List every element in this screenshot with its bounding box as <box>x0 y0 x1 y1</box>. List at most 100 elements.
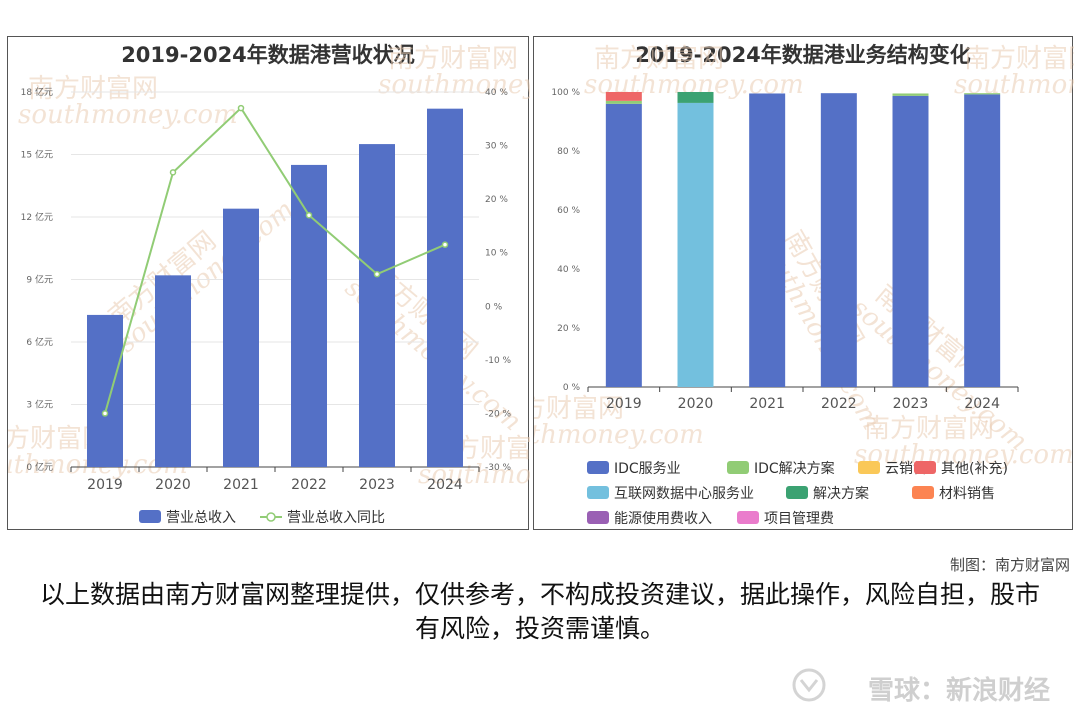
legend-label: 解决方案 <box>813 485 869 502</box>
legend-swatch <box>587 511 609 524</box>
x-tick-label: 2024 <box>964 396 1000 412</box>
x-tick-label: 2024 <box>427 477 463 493</box>
revenue-chart-panel: 2019-2024年数据港营收状况 南方财富网southmoney.com南方财… <box>7 36 530 530</box>
y-left-tick-label: 9 亿元 <box>26 274 53 286</box>
revenue-bar <box>359 144 395 467</box>
legend-label: IDC服务业 <box>614 461 681 477</box>
y-left-tick-label: 15 亿元 <box>21 149 53 161</box>
legend-swatch-yoy-point <box>266 512 276 522</box>
watermark-cn: 南方财富网 <box>28 74 158 104</box>
y-tick-label: 100 % <box>551 88 580 98</box>
x-tick-label: 2020 <box>678 396 714 412</box>
y-tick-label: 40 % <box>557 265 580 275</box>
legend-swatch <box>786 486 808 499</box>
structure-chart-panel: 2019-2024年数据港业务结构变化 南方财富网southmoney.com南… <box>533 36 1074 530</box>
watermark-cn: 南方财富网 <box>864 414 994 444</box>
revenue-bar <box>87 314 123 467</box>
stack-segment <box>605 92 642 101</box>
y-right-tick-label: -10 % <box>485 356 512 366</box>
legend-swatch <box>737 511 759 524</box>
y-left-tick-label: 3 亿元 <box>26 399 53 411</box>
yoy-growth-line <box>104 106 446 414</box>
watermark-en: southmoney.com <box>854 440 1074 470</box>
legend-label: 材料销售 <box>939 486 995 502</box>
revenue-chart-svg: 南方财富网southmoney.com南方财富网southmoney.com南方… <box>8 44 530 526</box>
revenue-bar <box>427 108 463 468</box>
legend-label: IDC解决方案 <box>754 460 835 477</box>
y-right-tick-label: 10 % <box>485 249 508 259</box>
x-tick-label: 2023 <box>893 396 929 412</box>
x-tick-label: 2020 <box>155 477 191 493</box>
x-tick-label: 2022 <box>291 477 327 493</box>
legend-label: 能源使用费收入 <box>614 510 712 527</box>
stack-segment <box>677 102 714 387</box>
y-tick-label: 80 % <box>557 147 580 157</box>
watermark-en: southmoney.com <box>534 420 704 450</box>
x-tick-label: 2019 <box>87 477 123 493</box>
y-left-tick-label: 12 亿元 <box>21 211 53 223</box>
stack-segment <box>892 95 929 388</box>
legend-label-revenue: 营业总收入 <box>166 510 236 526</box>
snowball-logo-icon <box>792 668 826 702</box>
y-tick-label: 0 % <box>563 383 581 393</box>
stack-segment <box>820 93 857 388</box>
y-left-tick-label: 6 亿元 <box>26 336 53 348</box>
chart-credit: 制图：南方财富网 <box>949 556 1070 574</box>
legend-label-yoy: 营业总收入同比 <box>287 510 385 526</box>
watermark-cn: 南方财富网 <box>964 44 1074 74</box>
watermark-cn: 南方财富网 <box>388 44 518 74</box>
yoy-growth-point <box>441 241 449 248</box>
legend-label: 互联网数据中心服务业 <box>614 486 754 502</box>
stack-segment <box>749 93 786 387</box>
y-tick-label: 20 % <box>557 324 580 334</box>
y-left-tick-label: 18 亿元 <box>21 86 53 98</box>
yoy-growth-point <box>101 410 109 417</box>
legend-swatch <box>587 486 609 499</box>
stack-segment <box>605 100 642 104</box>
y-right-tick-label: 20 % <box>485 195 508 205</box>
x-tick-label: 2019 <box>606 396 642 412</box>
legend-swatch <box>727 461 749 474</box>
y-right-tick-label: 0 % <box>485 302 503 312</box>
legend-swatch-revenue <box>139 510 161 523</box>
stack-segment <box>677 92 714 103</box>
stack-segment <box>964 94 1001 388</box>
structure-chart-svg: 南方财富网southmoney.com南方财富网southmoney.com南方… <box>534 44 1074 527</box>
x-tick-label: 2023 <box>359 477 395 493</box>
x-tick-label: 2021 <box>223 477 259 493</box>
legend-swatch <box>858 461 880 474</box>
y-left-tick-label: 0 亿元 <box>26 461 53 473</box>
yoy-growth-point <box>237 104 245 112</box>
watermark-en: southmoney.com <box>18 100 238 130</box>
yoy-growth-point <box>169 169 177 176</box>
watermark-cn: 南方财富网 <box>594 44 724 74</box>
brand-mark: 雪球：新浪财经 <box>867 676 1050 706</box>
yoy-growth-point <box>373 270 381 278</box>
disclaimer-text: 以上数据由南方财富网整理提供，仅供参考，不构成投资建议，据此操作，风险自担，股市… <box>40 580 1041 643</box>
revenue-bar <box>223 208 259 467</box>
x-tick-label: 2021 <box>749 396 785 412</box>
legend-swatch <box>912 486 934 499</box>
legend-label: 其他(补充) <box>941 461 1008 477</box>
stack-segment <box>892 93 929 96</box>
y-right-tick-label: 30 % <box>485 142 508 152</box>
stack-segment <box>605 103 642 388</box>
revenue-bar <box>155 275 191 467</box>
y-right-tick-label: 40 % <box>485 88 508 98</box>
legend-swatch <box>587 461 609 474</box>
legend-label: 项目管理费 <box>764 511 834 527</box>
revenue-bar <box>291 164 327 467</box>
y-right-tick-label: -20 % <box>485 409 512 419</box>
stack-segment <box>964 93 1001 95</box>
watermark-cn: 南方财富网 <box>534 394 624 424</box>
revenue-chart-title: 2019-2024年数据港营收状况 <box>121 43 415 67</box>
legend-swatch <box>914 461 936 474</box>
watermark-en: southmoney.com <box>378 70 530 100</box>
yoy-growth-point <box>305 211 313 219</box>
